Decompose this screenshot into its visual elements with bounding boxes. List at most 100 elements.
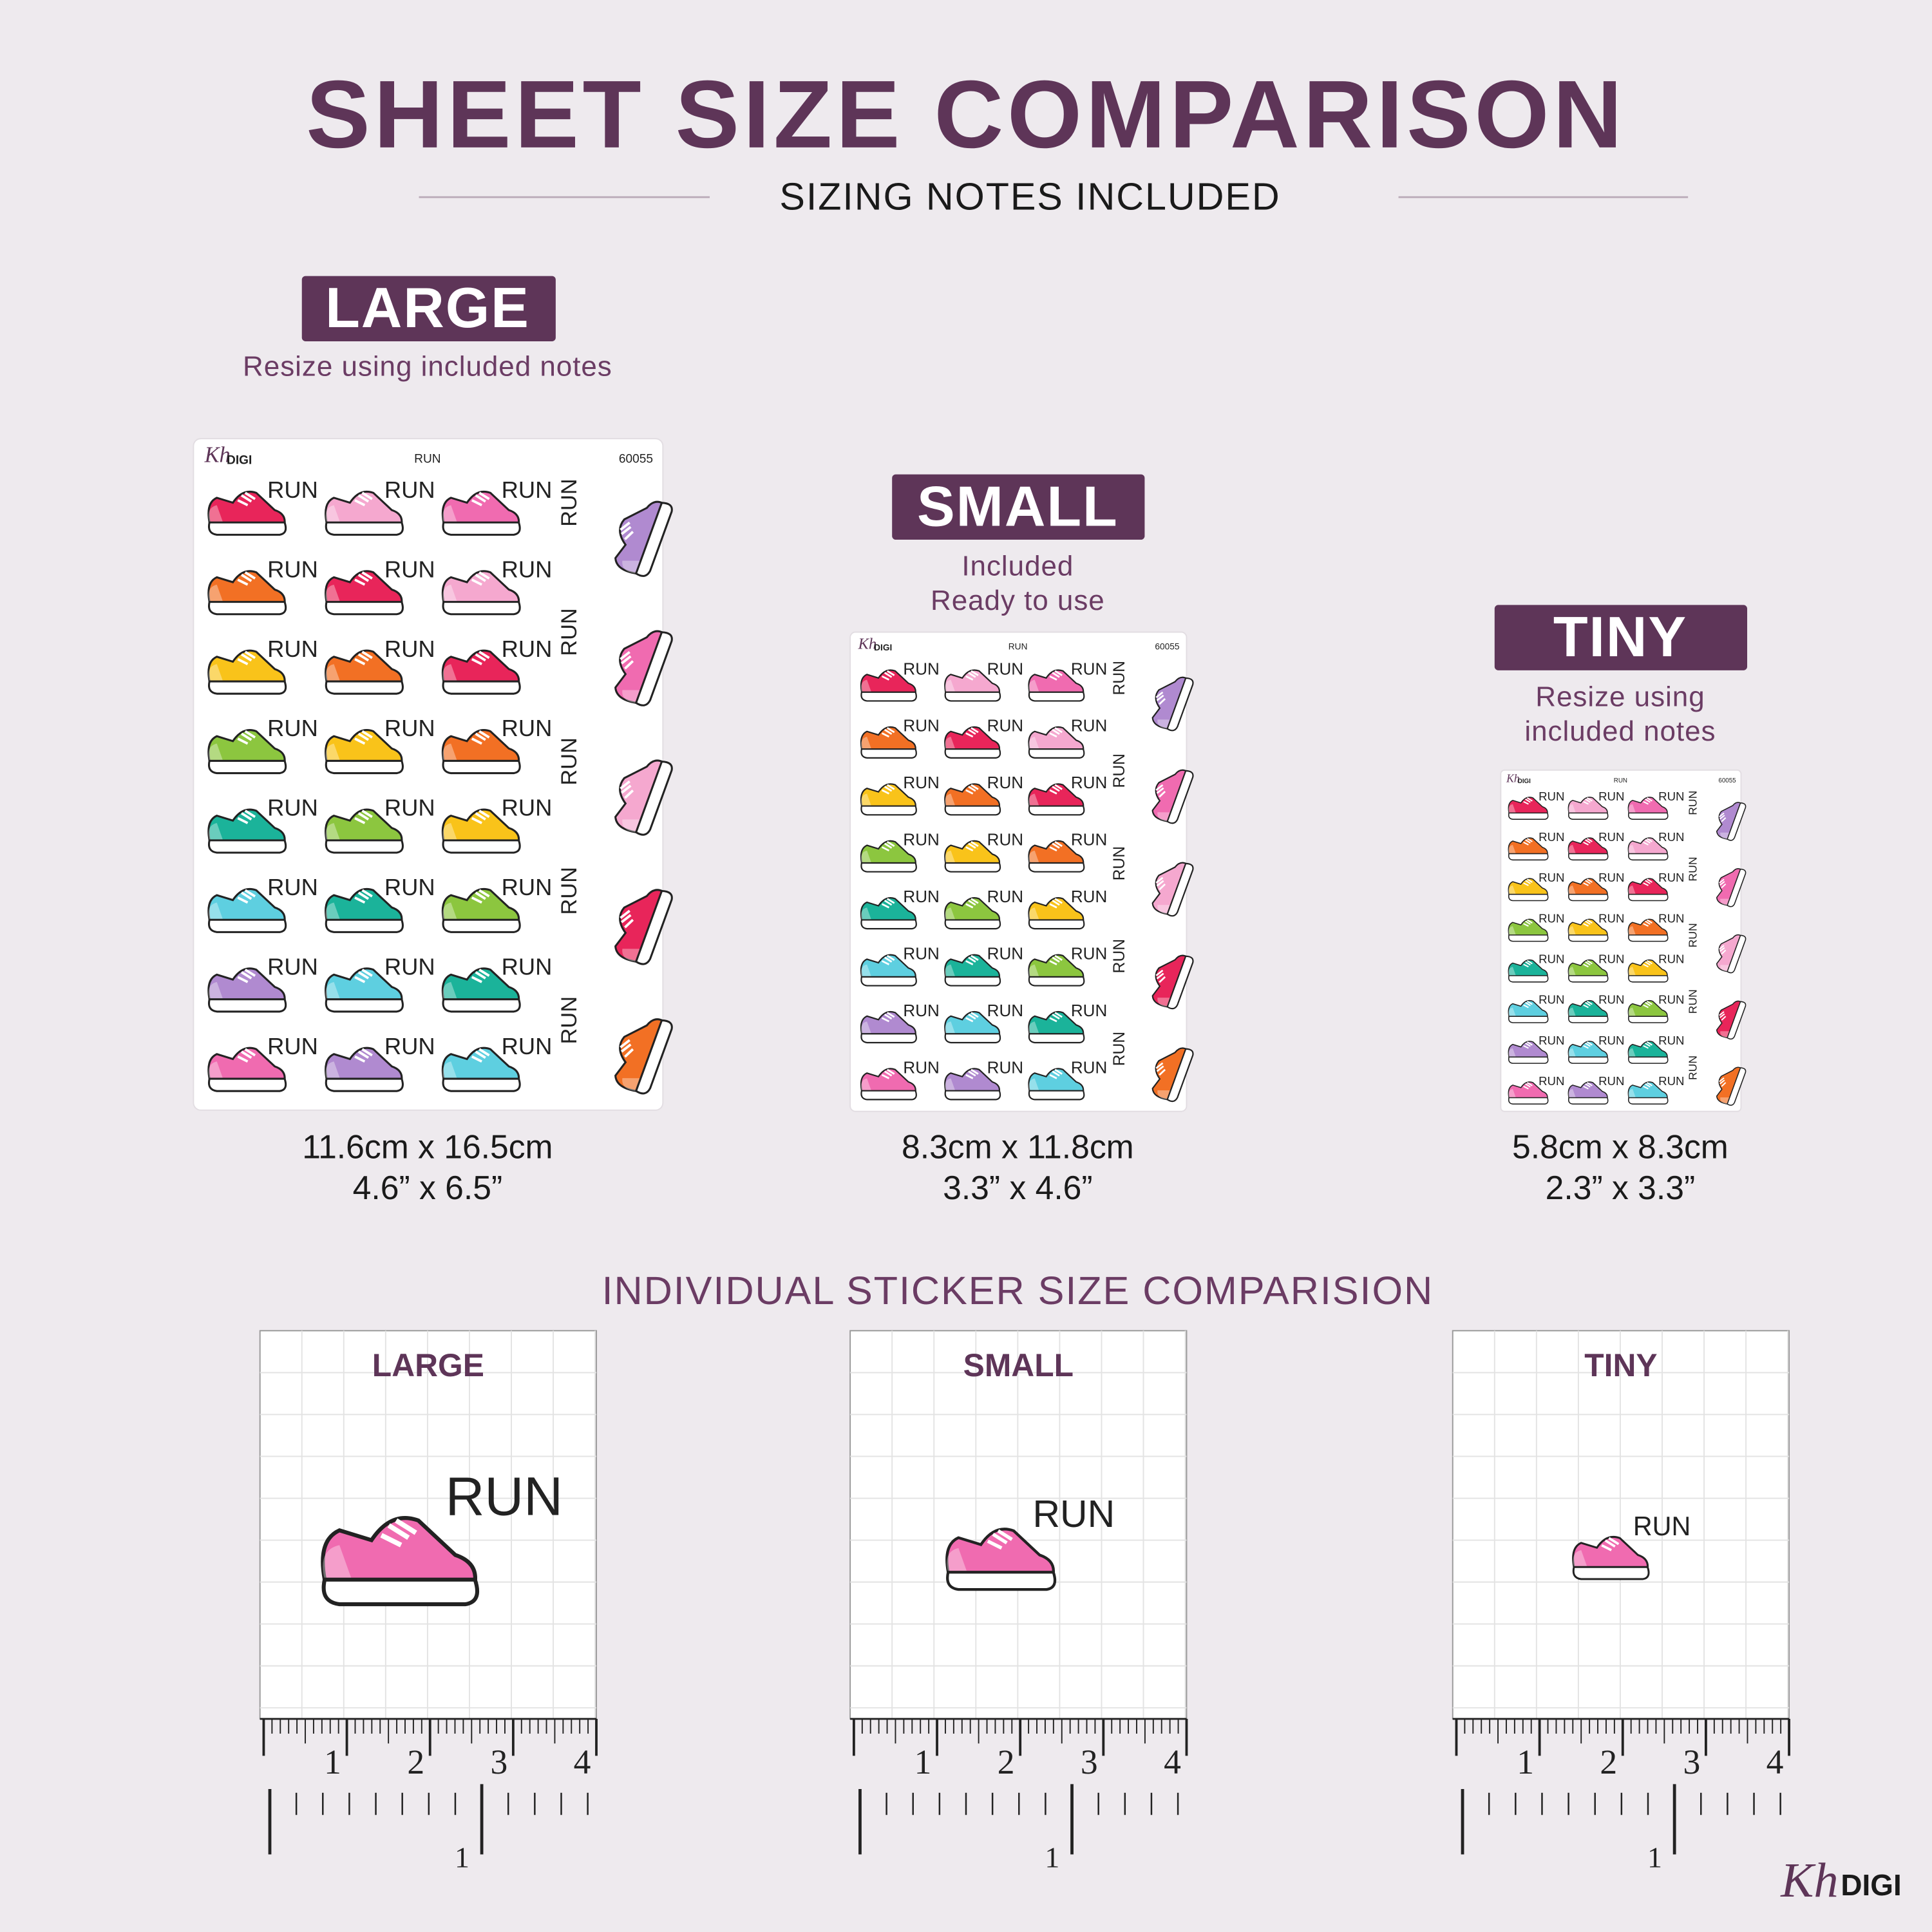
shoe [1028,783,1085,816]
sticker-label: RUN [1071,773,1107,792]
sticker-label: RUN [987,830,1023,849]
shoe-heel [945,1021,956,1034]
shoe [1151,1047,1194,1103]
shoe [1627,837,1669,861]
shoe-sole [442,998,521,1013]
shoe [441,1046,521,1092]
shoe [944,669,1001,702]
shoe-heel [1508,1007,1516,1017]
panel-label: TINY [1584,1347,1657,1383]
size-badge [1494,605,1748,670]
sticker-label: RUN [1111,846,1128,880]
sticker-label: RUN [267,874,318,900]
shoe-laces [471,491,490,507]
shoe-heel [1028,736,1039,750]
shoe-upper [860,840,916,865]
shoe-upper [1627,1081,1668,1099]
dimension: 11.6cm x 16.5cm [302,1128,553,1166]
shoe-heel [1628,804,1636,813]
shoe-upper [1028,954,1084,979]
shoe-heel [1628,885,1636,895]
sticker-label: RUN [1598,790,1624,803]
ruler-number: 3 [1081,1743,1098,1781]
size-badge [892,474,1145,540]
shoe-laces [1523,878,1533,886]
shoe-heel [945,907,956,920]
shoe-heel [1568,804,1576,813]
sticker-label: RUN [903,716,939,735]
shoe-heel [325,584,341,602]
shoe-laces [620,650,634,670]
shoe-heel [1568,1088,1576,1098]
ruler-number: 4 [574,1743,591,1781]
shoe-upper [614,630,665,705]
shoe-laces [1523,1000,1533,1009]
shoe-heel [1157,1090,1171,1100]
shoe [1151,862,1194,917]
shoe-sole [1567,934,1609,942]
shoe-laces [965,898,979,909]
shoe-laces [354,730,373,745]
shoe-laces [354,1048,373,1063]
shoe-laces [965,727,979,738]
shoe-sole [1627,893,1669,902]
shoe-sole [442,918,521,933]
shoe [207,649,287,695]
shoe [1028,669,1085,702]
shoe [325,490,404,536]
shoe-heel [1568,844,1576,854]
shoe-upper [860,1068,916,1093]
shoe-heel [1157,812,1171,822]
sticker-label: RUN [1687,923,1700,947]
shoe-sole [325,918,404,933]
sticker-label: RUN [1539,1034,1564,1047]
shoe-sole [634,761,673,836]
shoe-sole [1508,812,1549,820]
shoe-sole [1508,1097,1549,1105]
shoe-heel [325,823,341,840]
shoe-laces [237,491,256,507]
shoe [860,783,917,816]
shoe-upper [441,570,520,605]
shoe-heel [1508,1048,1516,1057]
shoe-upper [1627,878,1668,896]
sticker-label: RUN [267,715,318,741]
panel-label: LARGE [372,1347,484,1383]
shoe-laces [1643,1000,1653,1009]
shoe-sole [1028,919,1085,930]
shoe-laces [1719,945,1727,955]
shoe-sole [1166,862,1194,917]
dimension: 3.3” x 4.6” [943,1169,1092,1206]
sheet-title: RUN [1009,641,1028,651]
sticker-label: RUN [1539,1074,1564,1088]
shoe-upper [614,1018,665,1093]
shoe [441,649,521,695]
shoe-heel [1028,679,1039,692]
shoe-heel [1157,719,1171,729]
shoe-laces [1643,878,1653,886]
shoe-laces [380,1518,417,1548]
sticker-label: RUN [1658,830,1684,844]
shoe [860,897,917,930]
shoe-heel [622,690,641,703]
sticker-label: RUN [1539,830,1564,844]
shoe-heel [1568,1048,1576,1057]
sticker-label: RUN [267,953,318,980]
shoe-heel [1568,885,1576,895]
shoe-heel [1028,1078,1039,1091]
shoe [441,808,521,854]
shoe-sole [1627,1016,1669,1023]
shoe-laces [471,571,490,586]
shoe-laces [1155,969,1166,983]
shoe-upper [1508,999,1548,1018]
shoe-upper [1572,1535,1649,1569]
sheet-brand-script: Kh [204,443,231,468]
shoe-laces [1601,1537,1620,1551]
size-note: Ready to use [931,585,1105,616]
shoe-heel [945,679,956,692]
shoe-sole [1166,1048,1194,1103]
shoe-upper [614,500,665,576]
sheet-brand-script: Kh [1506,772,1520,785]
shoe-sole [1567,893,1609,902]
